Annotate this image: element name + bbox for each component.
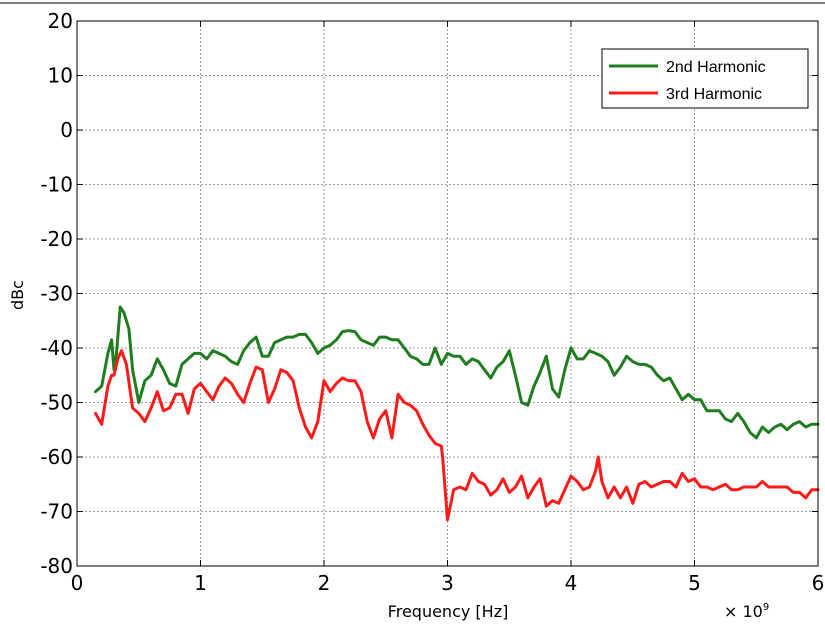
y-tick-label: -80 <box>40 554 73 578</box>
x-multiplier-exponent: 9 <box>763 602 769 613</box>
x-tick-label: 1 <box>194 571 207 595</box>
legend-label-3rd-harmonic: 3rd Harmonic <box>666 86 762 103</box>
tick-labels: 0 1 2 3 4 5 6 20 10 0 -10 -20 -30 -40 -50 -60 -70 -80 <box>40 9 824 595</box>
series-line-2nd-harmonic <box>94 305 820 440</box>
x-multiplier-label: × 109 <box>724 602 769 621</box>
legend-box <box>601 48 809 109</box>
y-tick-label: -20 <box>40 227 73 251</box>
x-tick-label: 6 <box>812 571 825 595</box>
legend-label-2nd-harmonic: 2nd Harmonic <box>666 59 766 76</box>
y-tick-label: -50 <box>40 391 73 415</box>
legend: 2nd Harmonic 3rd Harmonic <box>601 48 809 109</box>
series-layer <box>94 305 820 522</box>
x-tick-label: 2 <box>318 571 331 595</box>
y-tick-label: -30 <box>40 282 73 306</box>
y-tick-label: 20 <box>48 9 73 33</box>
y-tick-label: -70 <box>40 500 73 524</box>
series-line-3rd-harmonic <box>94 349 820 522</box>
x-multiplier-base: × 10 <box>724 602 763 621</box>
y-tick-label: -10 <box>40 173 73 197</box>
y-tick-label: -60 <box>40 445 73 469</box>
y-axis-title: dBc <box>8 280 27 310</box>
x-tick-label: 5 <box>688 571 701 595</box>
ticks <box>76 20 819 567</box>
y-tick-label: -40 <box>40 336 73 360</box>
x-tick-label: 0 <box>71 571 84 595</box>
x-tick-label: 4 <box>565 571 578 595</box>
y-tick-label: 0 <box>60 118 73 142</box>
y-tick-label: 10 <box>48 64 73 88</box>
x-tick-label: 3 <box>441 571 454 595</box>
x-axis-title: Frequency [Hz] <box>388 602 509 621</box>
